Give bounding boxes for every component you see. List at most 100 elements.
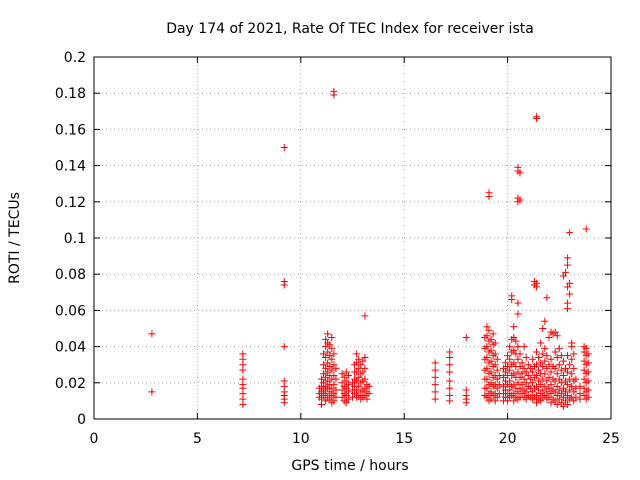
data-point bbox=[545, 393, 553, 401]
y-tick-label: 0.08 bbox=[55, 267, 86, 283]
data-point bbox=[446, 361, 454, 369]
data-point bbox=[576, 382, 584, 390]
data-point bbox=[446, 353, 454, 361]
data-point bbox=[559, 393, 567, 401]
data-point bbox=[324, 330, 332, 338]
data-point bbox=[528, 388, 536, 396]
data-point bbox=[516, 350, 524, 358]
data-point bbox=[580, 366, 588, 374]
data-point bbox=[351, 390, 359, 398]
data-point bbox=[516, 373, 524, 381]
data-point bbox=[239, 366, 247, 374]
data-point bbox=[584, 350, 592, 358]
data-point bbox=[493, 375, 501, 383]
data-point bbox=[361, 312, 369, 320]
data-point bbox=[431, 359, 439, 367]
data-point bbox=[566, 290, 574, 298]
data-point bbox=[557, 379, 565, 387]
data-point bbox=[493, 366, 501, 374]
data-point bbox=[357, 361, 365, 369]
data-point bbox=[520, 375, 528, 383]
data-point bbox=[568, 382, 576, 390]
data-point bbox=[514, 343, 522, 351]
data-point bbox=[555, 395, 563, 403]
y-tick-label: 0.18 bbox=[55, 86, 86, 102]
data-point bbox=[520, 364, 528, 372]
data-point bbox=[537, 339, 545, 347]
data-point bbox=[535, 377, 543, 385]
data-point bbox=[584, 377, 592, 385]
data-point bbox=[506, 355, 514, 363]
data-point bbox=[344, 372, 352, 380]
x-tick-label: 10 bbox=[292, 431, 310, 447]
data-point bbox=[446, 368, 454, 376]
data-point bbox=[487, 346, 495, 354]
data-point bbox=[431, 381, 439, 389]
y-tick-label: 0.04 bbox=[55, 340, 86, 356]
data-point bbox=[330, 361, 338, 369]
data-point bbox=[543, 364, 551, 372]
data-point bbox=[541, 317, 549, 325]
data-point bbox=[528, 368, 536, 376]
grid bbox=[94, 57, 611, 419]
data-point bbox=[361, 384, 369, 392]
data-point bbox=[564, 254, 572, 262]
data-point bbox=[499, 373, 507, 381]
data-point bbox=[338, 379, 346, 387]
data-point bbox=[566, 361, 574, 369]
data-point bbox=[332, 386, 340, 394]
data-point bbox=[328, 366, 336, 374]
data-point bbox=[559, 384, 567, 392]
data-point bbox=[584, 393, 592, 401]
data-point bbox=[584, 359, 592, 367]
data-point bbox=[342, 368, 350, 376]
y-tick-label: 0.02 bbox=[55, 376, 86, 392]
data-point bbox=[148, 388, 156, 396]
data-point bbox=[516, 363, 524, 371]
data-point bbox=[499, 364, 507, 372]
data-point bbox=[485, 192, 493, 200]
data-point bbox=[487, 379, 495, 387]
x-tick-label: 25 bbox=[602, 431, 620, 447]
data-point bbox=[559, 272, 567, 280]
data-point bbox=[533, 283, 541, 291]
data-point bbox=[506, 366, 514, 374]
data-point bbox=[326, 388, 334, 396]
data-point bbox=[551, 388, 559, 396]
data-point bbox=[533, 391, 541, 399]
data-point bbox=[526, 375, 534, 383]
data-point bbox=[317, 375, 325, 383]
data-point bbox=[518, 359, 526, 367]
data-point bbox=[576, 395, 584, 403]
data-point bbox=[514, 299, 522, 307]
data-point bbox=[317, 401, 325, 409]
data-point bbox=[539, 363, 547, 371]
data-point bbox=[489, 330, 497, 338]
data-point bbox=[328, 355, 336, 363]
data-point bbox=[510, 334, 518, 342]
data-point bbox=[562, 364, 570, 372]
data-point bbox=[483, 384, 491, 392]
data-point bbox=[504, 363, 512, 371]
data-point bbox=[322, 335, 330, 343]
data-point bbox=[514, 388, 522, 396]
data-point bbox=[493, 384, 501, 392]
data-point bbox=[543, 388, 551, 396]
data-point bbox=[543, 352, 551, 360]
data-point bbox=[324, 359, 332, 367]
data-point bbox=[562, 377, 570, 385]
data-point bbox=[535, 353, 543, 361]
data-point bbox=[361, 353, 369, 361]
data-point bbox=[324, 368, 332, 376]
data-point bbox=[582, 225, 590, 233]
data-point bbox=[522, 395, 530, 403]
data-point bbox=[330, 372, 338, 380]
data-point bbox=[322, 390, 330, 398]
data-point bbox=[514, 379, 522, 387]
data-point bbox=[355, 355, 363, 363]
chart-title: Day 174 of 2021, Rate Of TEC Index for r… bbox=[166, 21, 534, 37]
data-point bbox=[326, 395, 334, 403]
data-point bbox=[502, 359, 510, 367]
data-point bbox=[328, 344, 336, 352]
data-point bbox=[562, 268, 570, 276]
